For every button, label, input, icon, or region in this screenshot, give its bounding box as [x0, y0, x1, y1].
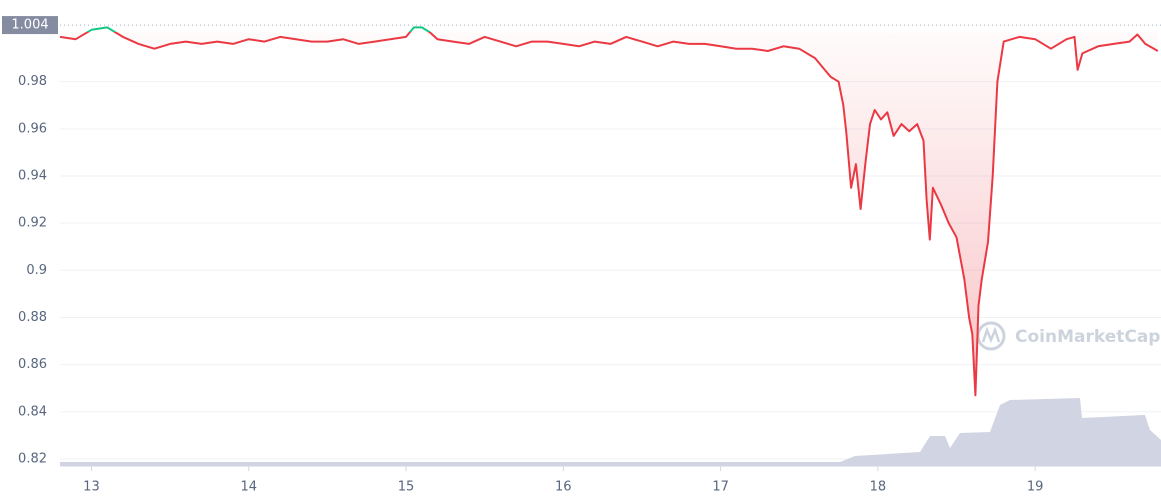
y-tick-label: 0.9 — [26, 263, 47, 278]
y-tick-label: 0.86 — [18, 357, 47, 372]
x-tick-label: 13 — [83, 480, 100, 495]
x-tick-label: 16 — [555, 480, 572, 495]
watermark: CoinMarketCap — [976, 321, 1160, 351]
area-fill — [60, 32, 1158, 396]
x-tick-label: 15 — [398, 480, 415, 495]
volume-area — [60, 398, 1161, 466]
grid — [60, 81, 1161, 467]
price-line — [59, 26, 1159, 397]
x-tick-label: 18 — [870, 480, 887, 495]
y-tick-label: 0.88 — [18, 310, 47, 325]
y-tick-label: 0.94 — [18, 168, 47, 183]
watermark-text: CoinMarketCap — [1015, 327, 1160, 347]
current-price-badge — [2, 16, 58, 35]
y-tick-label: 0.96 — [18, 121, 47, 136]
y-tick-label: 0.98 — [18, 74, 47, 89]
x-tick-label: 19 — [1027, 480, 1044, 495]
y-tick-label: 0.82 — [18, 451, 47, 466]
y-tick-label: 0.84 — [18, 404, 47, 419]
x-tick-label: 17 — [712, 480, 729, 495]
y-tick-label: 0.92 — [18, 216, 47, 231]
x-tick-label: 14 — [240, 480, 257, 495]
current-price-label: 1.004 — [11, 18, 48, 33]
